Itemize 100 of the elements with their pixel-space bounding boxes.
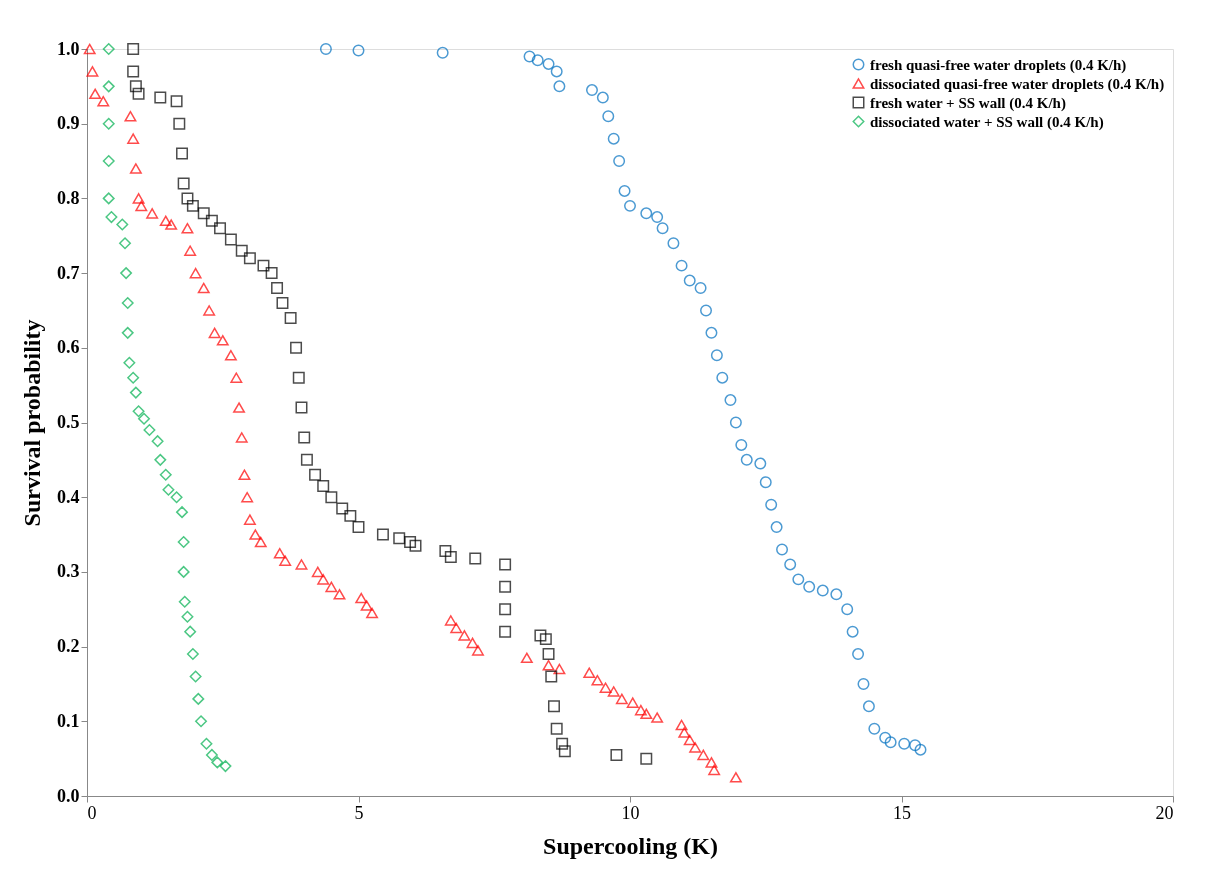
point — [181, 610, 194, 623]
point — [700, 304, 713, 317]
point — [640, 752, 653, 765]
point — [265, 267, 278, 280]
point — [159, 468, 172, 481]
point — [553, 80, 566, 93]
point — [224, 233, 237, 246]
point — [186, 648, 199, 661]
point — [186, 199, 199, 212]
point — [325, 491, 338, 504]
point — [816, 584, 829, 597]
point — [181, 192, 194, 205]
point — [177, 177, 190, 190]
point — [257, 259, 270, 272]
point — [879, 731, 892, 744]
point — [523, 50, 536, 63]
point — [176, 506, 189, 519]
point — [214, 222, 227, 235]
point — [613, 155, 626, 168]
point — [531, 54, 544, 67]
point — [176, 147, 189, 160]
y-tick-label: 0.6 — [57, 337, 80, 358]
point — [754, 457, 767, 470]
point — [724, 394, 737, 407]
point — [205, 748, 218, 761]
point — [640, 207, 653, 220]
point — [151, 435, 164, 448]
x-tick-label: 0 — [87, 802, 97, 823]
point — [120, 267, 133, 280]
y-tick-label: 0.2 — [57, 636, 80, 657]
point — [852, 648, 865, 661]
point — [539, 633, 552, 646]
point — [102, 155, 115, 168]
point — [129, 80, 142, 93]
point — [914, 743, 927, 756]
point — [292, 371, 305, 384]
point — [499, 603, 512, 616]
point — [132, 405, 145, 418]
x-axis-title: Supercooling (K) — [543, 832, 718, 859]
point — [162, 483, 175, 496]
point — [558, 745, 571, 758]
point — [656, 222, 669, 235]
point — [170, 95, 183, 108]
point — [309, 468, 322, 481]
point — [784, 558, 797, 571]
point — [121, 296, 134, 309]
point — [235, 244, 248, 257]
point — [102, 80, 115, 93]
point — [499, 558, 512, 571]
point — [909, 739, 922, 752]
y-tick-label: 0.9 — [57, 113, 80, 134]
point — [651, 211, 664, 224]
point — [300, 453, 313, 466]
point — [178, 595, 191, 608]
point — [439, 544, 452, 557]
point — [556, 737, 569, 750]
point — [276, 296, 289, 309]
point — [143, 423, 156, 436]
point — [898, 737, 911, 750]
point — [404, 536, 417, 549]
point — [694, 282, 707, 295]
point — [716, 371, 729, 384]
point — [542, 648, 555, 661]
point — [740, 453, 753, 466]
point — [177, 565, 190, 578]
x-tick-label: 15 — [893, 802, 911, 823]
x-tick-label: 5 — [354, 802, 364, 823]
y-tick-label: 0.4 — [57, 486, 80, 507]
point — [770, 521, 783, 534]
legend-label: dissociated water + SS wall (0.4 K/h) — [870, 113, 1104, 131]
y-tick-label: 0.5 — [57, 412, 80, 432]
point — [545, 670, 558, 683]
legend-label: fresh quasi-free water droplets (0.4 K/h) — [870, 56, 1127, 74]
point — [116, 218, 129, 231]
point — [469, 552, 482, 565]
point — [586, 84, 598, 97]
point — [534, 629, 547, 642]
point — [197, 207, 210, 220]
point — [352, 44, 365, 57]
point — [607, 132, 620, 145]
point — [376, 528, 389, 541]
point — [868, 722, 881, 735]
legend-label: dissociated quasi-free water droplets (0.4 K/h) — [870, 75, 1165, 93]
point — [189, 670, 202, 683]
point — [765, 498, 778, 511]
point — [192, 692, 205, 705]
point — [177, 536, 190, 549]
point — [127, 65, 140, 78]
point — [184, 625, 197, 638]
point — [132, 87, 145, 100]
point — [675, 259, 688, 272]
point — [352, 521, 365, 534]
point — [409, 539, 422, 552]
point — [792, 573, 805, 586]
point — [205, 214, 218, 227]
point — [846, 625, 859, 638]
point — [841, 603, 854, 616]
point — [127, 371, 140, 384]
point — [290, 341, 303, 354]
point — [170, 491, 183, 504]
